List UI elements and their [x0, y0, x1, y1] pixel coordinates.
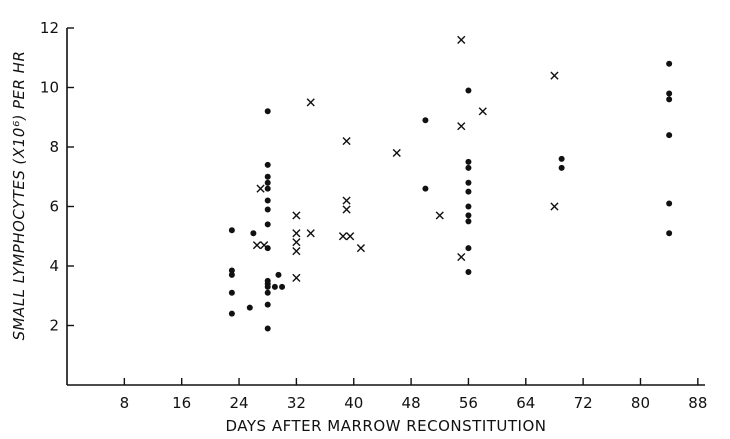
data-point-dot	[264, 206, 271, 213]
data-point-dot	[228, 289, 235, 296]
data-point-dot	[264, 161, 271, 168]
data-point-cross	[392, 148, 401, 158]
data-point-dot	[250, 230, 257, 237]
data-point-cross	[292, 273, 301, 282]
data-point-dot	[264, 221, 271, 228]
data-points	[228, 35, 673, 332]
data-point-dot	[666, 60, 673, 67]
data-point-cross	[306, 98, 315, 107]
y-tick-label: 8	[49, 138, 59, 156]
data-point-cross	[457, 252, 466, 262]
data-point-dot	[666, 90, 673, 97]
data-point-dot	[246, 304, 253, 311]
data-point-dot	[264, 179, 271, 186]
data-point-cross	[346, 232, 355, 241]
data-point-dot	[279, 283, 286, 290]
data-point-dot	[271, 283, 278, 290]
data-point-dot	[465, 87, 472, 94]
data-point-dot	[264, 173, 271, 180]
y-tick-label: 6	[49, 198, 59, 216]
data-point-dot	[465, 212, 472, 219]
data-point-cross	[550, 71, 559, 80]
data-point-dot	[465, 164, 472, 171]
data-point-cross	[457, 122, 466, 131]
data-point-dot	[264, 325, 271, 332]
data-point-cross	[342, 196, 351, 205]
data-point-dot	[264, 289, 271, 296]
y-ticks: 2 4 6 8 10 12	[40, 19, 74, 335]
x-tick-label: 8	[120, 394, 130, 412]
data-point-dot	[228, 310, 235, 317]
data-point-cross	[292, 229, 301, 238]
x-tick-label: 56	[459, 394, 478, 412]
data-point-dot	[465, 245, 472, 252]
data-point-cross	[292, 247, 301, 256]
data-point-cross	[478, 107, 487, 116]
data-point-cross	[550, 202, 559, 211]
axes	[66, 28, 705, 386]
data-point-cross	[260, 241, 269, 250]
data-point-cross	[306, 229, 315, 238]
y-axis-title: SMALL LYMPHOCYTES (X10⁶) PER HR	[10, 49, 28, 342]
data-point-cross	[252, 241, 262, 250]
data-point-dot	[558, 155, 565, 162]
data-point-dot	[228, 271, 235, 278]
x-tick-label: 72	[574, 394, 593, 412]
x-ticks: 8 16 24 32 40 48 56 64 72 80 88	[120, 378, 707, 412]
data-point-dot	[264, 185, 271, 192]
x-tick-label: 16	[172, 394, 191, 412]
data-point-cross	[292, 238, 301, 247]
data-point-dot	[275, 271, 282, 278]
x-axis-title: DAYS AFTER MARROW RECONSTITUTION	[225, 417, 546, 435]
data-point-dot	[465, 179, 472, 186]
data-point-cross	[435, 211, 444, 220]
x-tick-label: 32	[287, 394, 306, 412]
data-point-dot	[264, 197, 271, 204]
data-point-cross	[342, 205, 351, 214]
x-tick-label: 88	[688, 394, 707, 412]
y-tick-label: 10	[40, 79, 59, 97]
y-tick-label: 4	[49, 257, 59, 275]
data-point-dot	[264, 108, 271, 115]
data-point-dot	[264, 277, 271, 284]
data-point-dot	[666, 96, 673, 103]
x-tick-label: 64	[516, 394, 535, 412]
x-tick-label: 48	[402, 394, 421, 412]
data-point-dot	[465, 188, 472, 195]
data-point-dot	[558, 164, 565, 171]
data-point-dot	[666, 230, 673, 237]
data-point-dot	[666, 132, 673, 139]
x-tick-label: 24	[229, 394, 248, 412]
data-point-cross	[292, 211, 301, 220]
data-point-cross	[338, 232, 348, 241]
data-point-dot	[422, 117, 429, 124]
y-tick-label: 2	[49, 317, 59, 335]
y-tick-label: 12	[40, 19, 59, 37]
data-point-dot	[465, 203, 472, 210]
data-point-dot	[228, 267, 235, 274]
data-point-dot	[666, 200, 673, 207]
data-point-dot	[228, 227, 235, 234]
x-tick-label: 80	[631, 394, 650, 412]
data-point-cross	[256, 184, 265, 193]
data-point-cross	[457, 35, 466, 44]
data-point-dot	[264, 301, 271, 308]
data-point-cross	[356, 244, 366, 253]
data-point-dot	[465, 218, 472, 225]
data-point-dot	[465, 268, 472, 275]
data-point-dot	[422, 185, 429, 192]
data-point-cross	[342, 136, 351, 146]
x-tick-label: 40	[344, 394, 363, 412]
data-point-dot	[465, 158, 472, 165]
